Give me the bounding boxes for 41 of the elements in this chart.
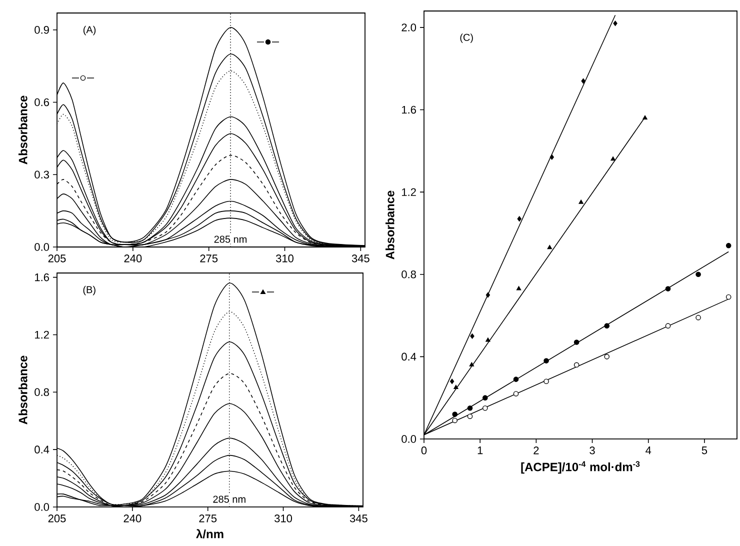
x-tick-label: 0: [421, 446, 427, 454]
y-tick-label: 0.0: [34, 243, 50, 251]
x-tick-label: 240: [124, 254, 142, 262]
y-tick-label: 1.6: [35, 273, 49, 282]
y-tick-label: 1.2: [402, 188, 416, 196]
x-tick-label: 275: [200, 254, 218, 262]
x-tick-label: 310: [276, 254, 294, 262]
x-tick-label: 240: [124, 514, 142, 522]
x-tick-label: 205: [48, 254, 66, 262]
x-tick-label: 1: [478, 446, 483, 454]
x-tick-label: 275: [199, 514, 217, 522]
x-tick-label: 345: [350, 514, 368, 522]
y-tick-label: 0.0: [34, 503, 50, 511]
annotation: (C): [460, 34, 473, 43]
x-axis-title: λ/nm: [196, 529, 224, 538]
x-tick-label: 205: [48, 514, 66, 522]
y-tick-label: 0.9: [34, 26, 49, 34]
y-tick-label: 2.0: [402, 24, 416, 32]
y-tick-label: 0.6: [34, 98, 49, 106]
y-tick-label: 0.0: [402, 435, 416, 443]
y-tick-label: 0.8: [34, 388, 49, 396]
y-tick-label: 1.2: [35, 330, 49, 339]
y-axis-title: Absorbance: [386, 190, 394, 260]
x-tick-label: 310: [274, 514, 292, 522]
x-tick-label: 3: [590, 446, 595, 454]
y-tick-label: 1.6: [402, 106, 416, 114]
y-tick-label: 0.4: [402, 352, 416, 361]
x-tick-label: 4: [646, 446, 652, 454]
x-tick-label: 345: [352, 254, 370, 262]
annotation: (B): [83, 286, 96, 296]
x-tick-label: 5: [702, 446, 708, 454]
x-axis-title: [ACPE]/10$^{-4}$ mol·dm$^{-3}$: [521, 461, 640, 474]
annotation: (A): [83, 26, 96, 36]
y-tick-label: 0.8: [402, 270, 416, 278]
y-axis-title: Absorbance: [18, 96, 28, 164]
y-tick-label: 0.4: [34, 446, 50, 454]
y-axis-title: Absorbance: [18, 356, 28, 424]
ref-line-label: 285 nm: [214, 236, 247, 243]
ref-line-label: 285 nm: [213, 496, 246, 503]
x-tick-label: 2: [534, 446, 539, 454]
y-tick-label: 0.3: [34, 170, 49, 179]
